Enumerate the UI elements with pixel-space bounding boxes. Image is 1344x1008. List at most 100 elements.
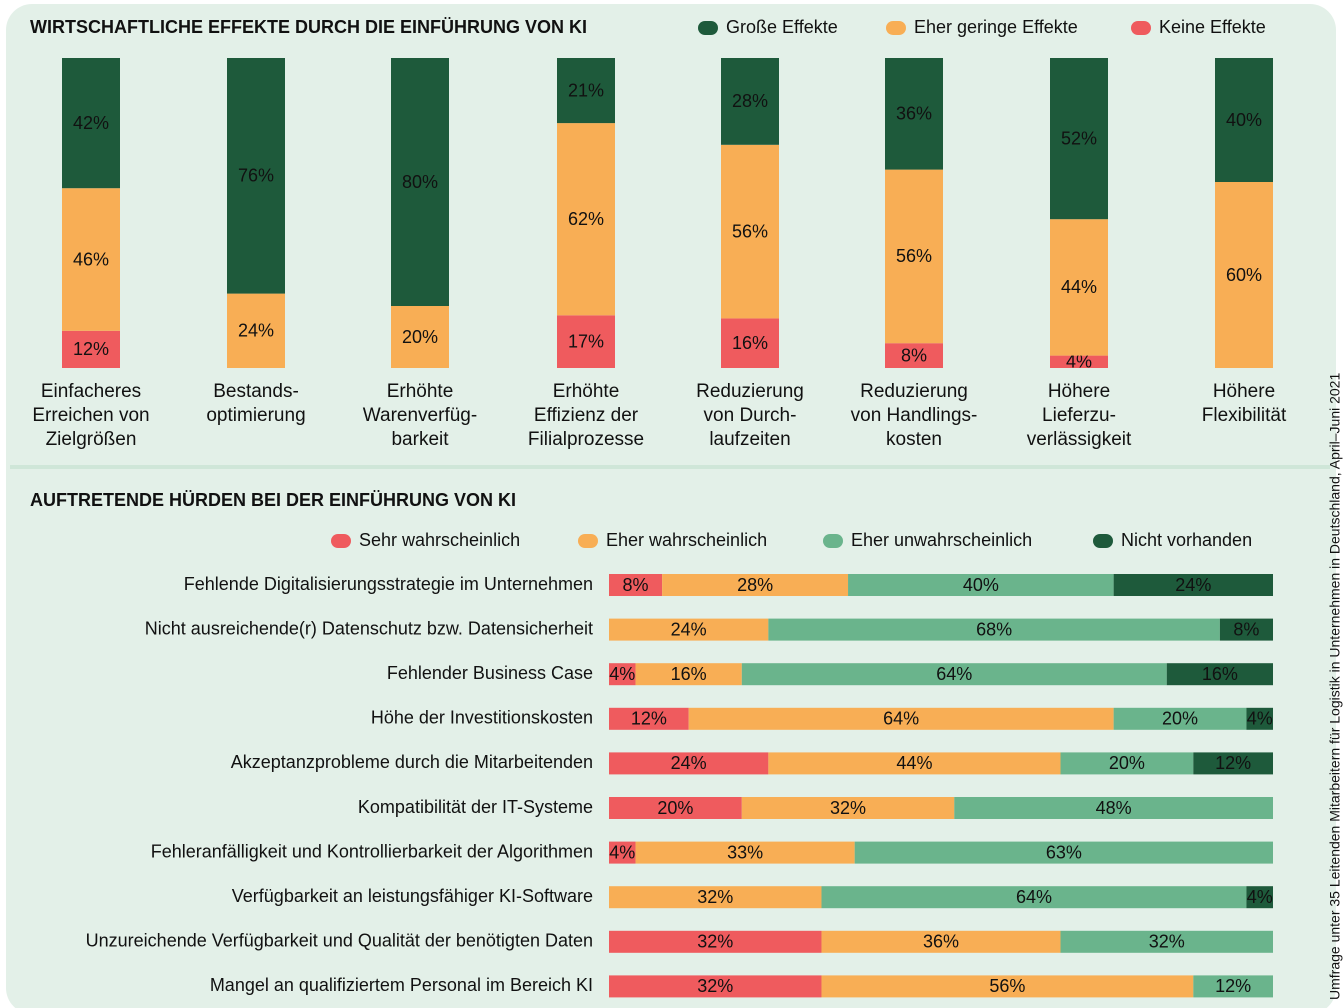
value-label: 48% <box>1096 798 1132 818</box>
value-label: 20% <box>1109 753 1145 773</box>
value-label: 56% <box>732 221 768 241</box>
value-label: 32% <box>697 976 733 996</box>
legend-swatch <box>886 21 906 35</box>
bar-segment <box>635 841 855 864</box>
legend-label: Eher wahrscheinlich <box>606 530 767 550</box>
bar-segment <box>557 123 615 316</box>
bar-segment <box>1060 930 1273 953</box>
bar-segment <box>741 663 1167 686</box>
value-label: 8% <box>623 575 649 595</box>
bar-segment <box>1215 182 1273 368</box>
bar-segment <box>721 58 779 145</box>
value-label: 8% <box>901 345 927 365</box>
value-label: 44% <box>1061 277 1097 297</box>
source: Umfrage unter 35 Leitenden Mitarbeitern … <box>1327 373 1343 1000</box>
bar-segment <box>609 752 769 775</box>
value-label: 36% <box>923 932 959 952</box>
value-label: 24% <box>671 619 707 639</box>
x-tick-label: Bestands- optimierung <box>206 381 306 426</box>
value-label: 21% <box>568 80 604 100</box>
bar-segment <box>688 707 1114 730</box>
bar-segment <box>1246 886 1273 909</box>
bar-segment <box>854 841 1273 864</box>
bar-segment <box>885 58 943 170</box>
bar-segment <box>609 574 663 596</box>
value-label: 46% <box>73 249 109 269</box>
value-label: 20% <box>657 798 693 818</box>
legend-swatch <box>1131 21 1151 35</box>
x-tick-label: Einfacheres Erreichen von Zielgrößen <box>32 381 150 450</box>
bar-segment <box>954 797 1273 819</box>
y-tick-label: Nicht ausreichende(r) Datenschutz bzw. D… <box>145 618 593 638</box>
value-label: 16% <box>671 664 707 684</box>
bar-segment <box>1113 574 1273 596</box>
bar-segment <box>62 188 120 331</box>
value-label: 80% <box>402 172 438 192</box>
bar-segment <box>1166 663 1273 686</box>
bar-segment <box>768 752 1061 775</box>
bar-segment <box>62 58 120 189</box>
value-label: 24% <box>1175 575 1211 595</box>
bar-segment <box>227 58 285 294</box>
value-label: 24% <box>671 753 707 773</box>
bar-segment <box>1050 219 1108 356</box>
legend-swatch <box>331 534 351 548</box>
bar-segment <box>609 841 636 864</box>
value-label: 32% <box>697 932 733 952</box>
value-label: 32% <box>830 798 866 818</box>
x-tick-label: Höhere Lieferzu- verlässigkeit <box>1026 381 1132 450</box>
bar-segment <box>1215 58 1273 182</box>
value-label: 56% <box>989 976 1025 996</box>
value-label: 33% <box>727 842 763 862</box>
legend-swatch <box>1093 534 1113 548</box>
value-label: 56% <box>896 246 932 266</box>
y-tick-label: Höhe der Investitionskosten <box>371 708 593 728</box>
legend-label: Nicht vorhanden <box>1121 530 1252 550</box>
value-label: 8% <box>1233 619 1259 639</box>
value-label: 42% <box>73 113 109 133</box>
chart-title: AUFTRETENDE HÜRDEN BEI DER EINFÜHRUNG VO… <box>30 490 516 510</box>
value-label: 76% <box>238 166 274 186</box>
bar-segment <box>609 663 636 686</box>
bar-segment <box>609 886 822 909</box>
bar-segment <box>1060 752 1194 775</box>
value-label: 52% <box>1061 128 1097 148</box>
value-label: 20% <box>1162 709 1198 729</box>
value-label: 12% <box>1215 753 1251 773</box>
legend-label: Eher geringe Effekte <box>914 17 1078 37</box>
value-label: 12% <box>73 339 109 359</box>
legend-label: Keine Effekte <box>1159 17 1266 37</box>
bar-segment <box>721 318 779 368</box>
bar-segment <box>609 975 822 998</box>
value-label: 64% <box>936 664 972 684</box>
bar-segment <box>1050 58 1108 220</box>
bar-segment <box>1113 707 1247 730</box>
value-label: 20% <box>402 327 438 347</box>
value-label: 28% <box>737 575 773 595</box>
x-tick-label: Höhere Flexibilität <box>1201 381 1287 426</box>
bar-segment <box>557 315 615 368</box>
legend-swatch <box>823 534 843 548</box>
legend-swatch <box>698 21 718 35</box>
bar-segment <box>885 343 943 368</box>
value-label: 17% <box>568 331 604 351</box>
value-label: 36% <box>896 104 932 124</box>
y-tick-label: Mangel an qualifiziertem Personal im Ber… <box>210 975 593 995</box>
x-tick-label: Reduzierung von Durch- laufzeiten <box>696 381 804 450</box>
bar-segment <box>1246 707 1273 730</box>
value-label: 44% <box>896 753 932 773</box>
value-label: 28% <box>732 91 768 111</box>
value-label: 4% <box>1247 887 1273 907</box>
bar-segment <box>741 797 955 819</box>
bar-segment <box>821 930 1061 953</box>
bar-segment <box>557 58 615 124</box>
legend-label: Große Effekte <box>726 17 838 37</box>
value-label: 16% <box>732 333 768 353</box>
bar-segment <box>227 293 285 368</box>
y-tick-label: Verfügbarkeit an leistungsfähiger KI-Sof… <box>232 886 593 906</box>
bar-segment <box>721 144 779 319</box>
value-label: 16% <box>1202 664 1238 684</box>
y-tick-label: Fehlende Digitalisierungsstrategie im Un… <box>184 574 593 594</box>
